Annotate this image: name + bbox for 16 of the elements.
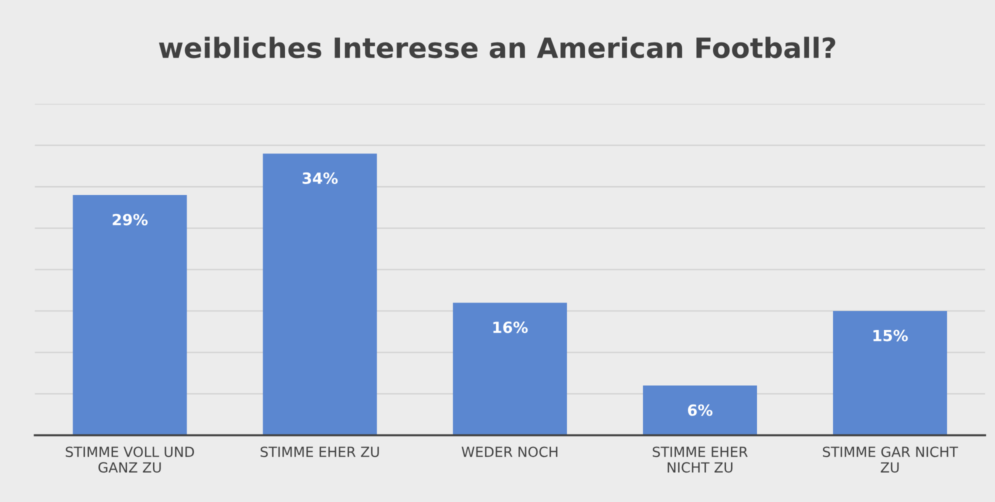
x-tick-label: STIMME GAR NICHT ZU bbox=[822, 446, 958, 473]
bar bbox=[72, 195, 187, 436]
data-label: 6% bbox=[688, 404, 712, 416]
x-tick-label: STIMME EHER NICHT ZU bbox=[652, 446, 748, 473]
data-label: 15% bbox=[873, 330, 908, 342]
chart-title: weibliches Interesse an American Football? bbox=[158, 36, 836, 58]
x-tick-label: WEDER NOCH bbox=[462, 446, 558, 458]
x-tick-label: STIMME VOLL UND GANZ ZU bbox=[66, 446, 194, 473]
bar bbox=[642, 386, 757, 436]
bar bbox=[262, 154, 377, 436]
bar bbox=[452, 302, 567, 436]
data-label: 16% bbox=[493, 322, 528, 334]
x-tick-label: STIMME EHER ZU bbox=[260, 446, 379, 458]
data-label: 34% bbox=[302, 172, 338, 184]
bar bbox=[833, 310, 948, 436]
data-label: 29% bbox=[112, 214, 148, 226]
